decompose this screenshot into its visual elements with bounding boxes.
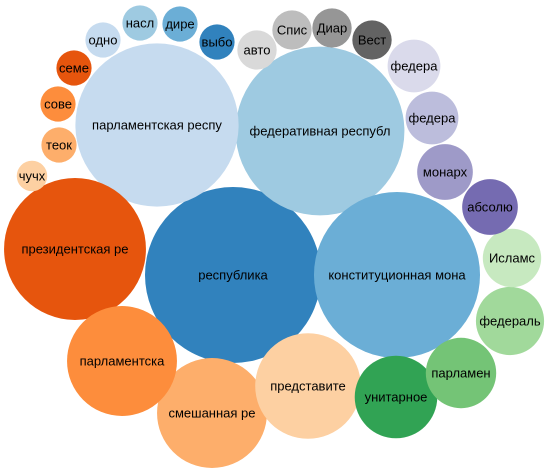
bubble-circle[interactable] — [75, 43, 239, 207]
bubble[interactable]: Исламс — [482, 228, 542, 288]
bubble[interactable]: сове — [40, 86, 76, 122]
bubble[interactable]: Спис — [272, 10, 312, 50]
bubble-circle[interactable] — [462, 179, 518, 235]
bubble[interactable]: унитарное — [354, 355, 438, 439]
bubble[interactable]: Вест — [352, 20, 392, 60]
bubble-circle[interactable] — [272, 10, 312, 50]
bubble-circle[interactable] — [425, 337, 497, 409]
bubble-circle[interactable] — [313, 191, 481, 359]
bubble-circle[interactable] — [162, 6, 198, 42]
bubble[interactable]: федера — [387, 39, 441, 93]
bubble-circle[interactable] — [40, 86, 76, 122]
bubble[interactable]: федераль — [475, 286, 545, 356]
bubble[interactable]: Диар — [312, 8, 352, 48]
bubble-circle[interactable] — [405, 91, 459, 145]
bubble-circle[interactable] — [4, 178, 146, 320]
bubble[interactable]: федеративная республ — [235, 46, 405, 216]
bubble-circle[interactable] — [41, 127, 77, 163]
bubble[interactable]: теок — [41, 127, 77, 163]
bubble-circle[interactable] — [235, 46, 405, 216]
bubble[interactable]: чучх — [16, 160, 48, 192]
bubble-circle[interactable] — [56, 50, 92, 86]
bubble[interactable]: федера — [405, 91, 459, 145]
bubble-circle[interactable] — [482, 228, 542, 288]
bubble-circle[interactable] — [157, 358, 267, 468]
bubble-circle[interactable] — [85, 22, 121, 58]
bubble[interactable]: семе — [56, 50, 92, 86]
bubble[interactable]: конституционная мона — [313, 191, 481, 359]
bubble[interactable]: авто — [237, 30, 277, 70]
bubble-circle[interactable] — [67, 306, 177, 416]
bubble-circle[interactable] — [354, 355, 438, 439]
bubble-circle[interactable] — [145, 187, 321, 363]
bubble-circle[interactable] — [16, 160, 48, 192]
bubble[interactable]: дире — [162, 6, 198, 42]
bubble-circle[interactable] — [475, 286, 545, 356]
bubble-circle[interactable] — [417, 144, 473, 200]
bubble-circle[interactable] — [312, 8, 352, 48]
bubble-circle[interactable] — [237, 30, 277, 70]
bubble[interactable]: насл — [122, 5, 158, 41]
bubble-circle[interactable] — [352, 20, 392, 60]
bubble-circle[interactable] — [255, 333, 361, 439]
bubble-circle[interactable] — [199, 24, 235, 60]
bubble[interactable]: абсолю — [462, 179, 518, 235]
bubble[interactable]: президентская ре — [4, 178, 146, 320]
bubble-circle[interactable] — [122, 5, 158, 41]
bubble[interactable]: парламен — [425, 337, 497, 409]
bubble[interactable]: парламентская респу — [75, 43, 239, 207]
bubble[interactable]: одно — [85, 22, 121, 58]
bubble[interactable]: парламентска — [67, 306, 177, 416]
bubble[interactable]: представите — [255, 333, 361, 439]
bubble-circle[interactable] — [387, 39, 441, 93]
bubble[interactable]: монарх — [417, 144, 473, 200]
bubble[interactable]: выбо — [199, 24, 235, 60]
